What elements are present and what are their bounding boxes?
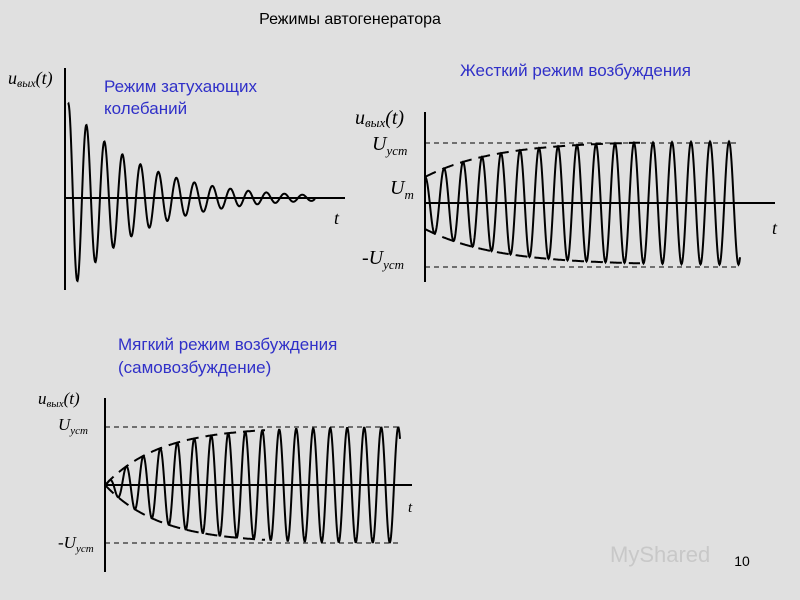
x-axis-label: t [408, 500, 413, 516]
symbol: U [372, 133, 388, 155]
symbol: -U [362, 247, 385, 269]
level-label: -Uуст [362, 247, 404, 272]
x-axis-label: t [334, 208, 340, 228]
arg: (t) [64, 389, 80, 408]
symbol: u [8, 68, 17, 88]
waveform [67, 101, 316, 283]
subscript: вых [365, 115, 385, 130]
subscript: вых [47, 398, 64, 410]
y-axis-label: uвых(t) [355, 107, 404, 130]
symbol: U [58, 415, 72, 434]
arg: (t) [385, 107, 404, 129]
arg: (t) [36, 68, 53, 89]
symbol: u [38, 389, 47, 408]
y-axis-label: uвых(t) [8, 68, 53, 90]
x-axis-label: t [772, 218, 778, 238]
caption: Мягкий режим возбуждения [118, 335, 337, 354]
symbol: u [355, 107, 365, 129]
caption: Жесткий режим возбуждения [460, 61, 691, 80]
level-label: Um [390, 177, 414, 202]
waveform [424, 139, 741, 267]
y-axis-label: uвых(t) [38, 389, 80, 410]
caption: (самовозбуждение) [118, 358, 271, 377]
level-label: -Uуст [58, 533, 94, 555]
subscript: вых [17, 76, 36, 90]
subscript: уст [69, 425, 88, 437]
subscript: m [404, 187, 413, 202]
caption: Режим затухающих [104, 77, 257, 96]
symbol: U [390, 177, 406, 199]
watermark: MyShared [610, 542, 710, 567]
waveform [104, 426, 401, 544]
slide-title: Режимы автогенератора [259, 11, 441, 28]
symbol: -U [58, 533, 78, 552]
caption: колебаний [104, 99, 187, 118]
subscript: уст [381, 257, 404, 272]
envelope [424, 228, 640, 265]
subscript: уст [75, 543, 94, 555]
level-label: Uуст [58, 415, 88, 437]
page-number: 10 [734, 553, 750, 569]
envelope [424, 141, 640, 178]
subscript: уст [384, 143, 407, 158]
level-label: Uуст [372, 133, 407, 158]
